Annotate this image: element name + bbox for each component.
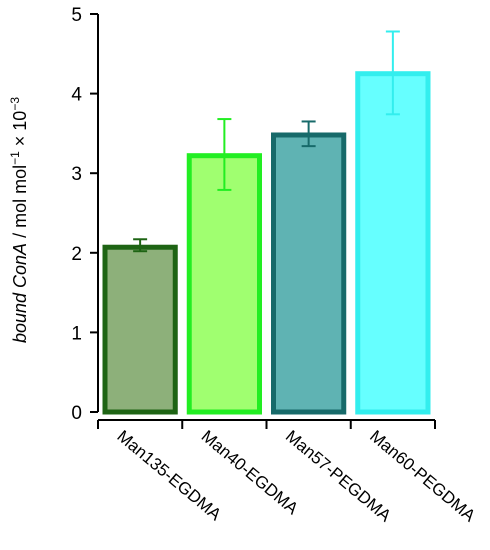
y-tick-label: 1 bbox=[71, 323, 82, 344]
error-bars-group bbox=[133, 30, 400, 253]
bar bbox=[355, 71, 431, 415]
y-axis-title-quantity: bound ConA bbox=[10, 243, 30, 343]
y-tick-labels: 0 1 2 3 4 5 bbox=[71, 5, 82, 424]
bar bbox=[102, 244, 178, 415]
y-axis bbox=[90, 13, 99, 413]
y-axis-title-sup2: −3 bbox=[8, 97, 22, 111]
y-tick-label: 5 bbox=[71, 5, 82, 26]
y-axis-title-sup1: −1 bbox=[8, 151, 22, 165]
y-tick-label: 4 bbox=[71, 85, 82, 106]
bars-group bbox=[102, 71, 431, 415]
x-axis bbox=[97, 419, 436, 429]
y-tick-label: 0 bbox=[71, 403, 82, 424]
y-axis-title-unit: / mol mol bbox=[10, 165, 30, 243]
y-axis-title-scale: × 10 bbox=[10, 111, 30, 152]
bar bbox=[186, 153, 262, 415]
y-axis-title: bound ConA / mol mol−1 × 10−3 bbox=[8, 97, 30, 343]
category-labels: Man135-EGDMAMan40-EGDMAMan57-PEGDMAMan60… bbox=[113, 427, 479, 526]
y-tick-label: 3 bbox=[71, 164, 82, 185]
y-tick-label: 2 bbox=[71, 244, 82, 265]
bar bbox=[271, 132, 347, 415]
